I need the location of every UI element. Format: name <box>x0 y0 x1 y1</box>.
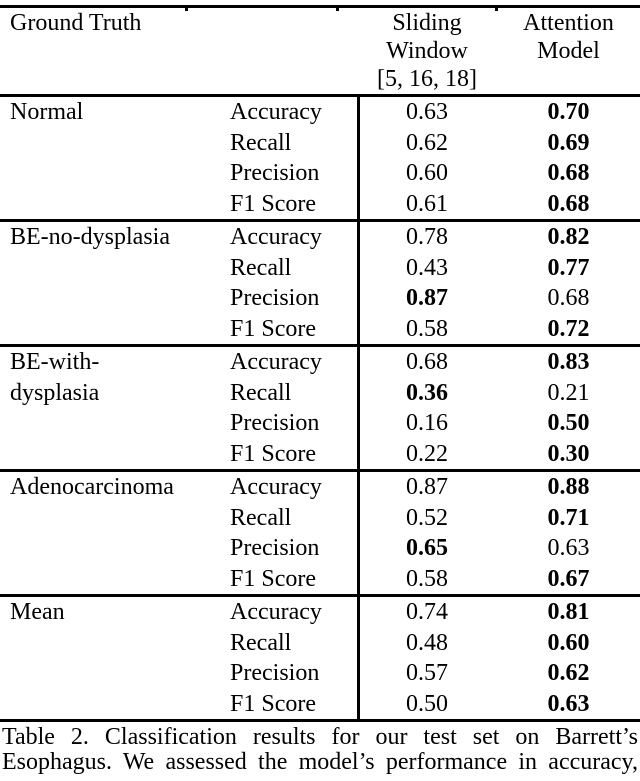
metric-label: F1 Score <box>230 315 316 342</box>
attention-model-value: 0.62 <box>547 660 590 686</box>
sliding-window-value: 0.87 <box>406 285 448 311</box>
attention-model-value: 0.60 <box>547 629 590 656</box>
metric-label: F1 Score <box>230 565 316 592</box>
table-group-mean: Mean Accuracy 0.74 0.81 Recall 0.48 0.60… <box>0 594 640 719</box>
group-label: Normal <box>0 97 230 219</box>
metric-label: F1 Score <box>230 190 316 217</box>
column-rule-remnant <box>185 5 188 11</box>
metric-label: Precision <box>230 285 320 311</box>
metric-label: Accuracy <box>230 599 322 625</box>
attention-model-value: 0.30 <box>547 440 590 467</box>
group-label: Adenocarcinoma <box>0 472 230 594</box>
sliding-window-value: 0.87 <box>406 474 448 500</box>
attention-model-value: 0.69 <box>547 129 590 156</box>
sliding-window-value: 0.43 <box>406 254 448 281</box>
page: { "table": { "header": { "ground_truth":… <box>0 5 640 781</box>
metric-label: Accuracy <box>230 474 322 500</box>
metric-label: Precision <box>230 160 320 186</box>
attention-model-value: 0.81 <box>547 599 590 625</box>
metric-label: Recall <box>230 379 292 406</box>
header-line: Model <box>537 38 600 64</box>
metric-label: Recall <box>230 129 292 156</box>
header-ground-truth: Ground Truth <box>10 10 142 36</box>
metric-label: Accuracy <box>230 349 322 375</box>
sliding-window-value: 0.63 <box>406 99 448 125</box>
group-label-line: BE-no-dysplasia <box>10 224 170 250</box>
attention-model-value: 0.68 <box>547 285 590 311</box>
sliding-window-value: 0.22 <box>406 440 448 467</box>
sliding-window-value: 0.62 <box>406 129 448 156</box>
results-table: Ground Truth Sliding Window [5, 16, 18] … <box>0 5 640 722</box>
group-label-line: Mean <box>10 599 65 625</box>
metric-label: Precision <box>230 410 320 436</box>
attention-model-value: 0.82 <box>547 224 590 250</box>
attention-model-value: 0.72 <box>547 315 590 342</box>
attention-model-value: 0.88 <box>547 474 590 500</box>
attention-model-value: 0.68 <box>547 190 590 217</box>
table-group-adenocarcinoma: Adenocarcinoma Accuracy 0.87 0.88 Recall… <box>0 469 640 594</box>
metric-label: Recall <box>230 629 292 656</box>
attention-model-value: 0.83 <box>547 349 590 375</box>
header-sliding-window: Sliding Window [5, 16, 18] <box>357 9 497 94</box>
header-line: Sliding <box>392 10 462 36</box>
sliding-window-value: 0.16 <box>406 410 448 436</box>
header-attention-model: Attention Model <box>497 9 640 94</box>
table-header-row: Ground Truth Sliding Window [5, 16, 18] … <box>0 8 640 97</box>
table-caption: Table 2. Classification results for our … <box>0 725 640 775</box>
attention-model-value: 0.68 <box>547 160 590 186</box>
table-group-normal: Normal Accuracy 0.63 0.70 Recall 0.62 0.… <box>0 97 640 219</box>
caption-line: Esophagus. We assessed the model’s perfo… <box>2 749 638 775</box>
attention-model-value: 0.63 <box>547 535 590 561</box>
sliding-window-value: 0.60 <box>406 160 448 186</box>
attention-model-value: 0.50 <box>547 410 590 436</box>
header-line: Window <box>386 38 468 64</box>
table-group-be-with-dysplasia: BE-with- dysplasia Accuracy 0.68 0.83 Re… <box>0 344 640 469</box>
sliding-window-value: 0.57 <box>406 660 448 686</box>
group-label-line: Normal <box>10 99 84 125</box>
sliding-window-value: 0.61 <box>406 190 448 217</box>
attention-model-value: 0.70 <box>547 99 590 125</box>
metric-label: Recall <box>230 254 292 281</box>
metric-label: Accuracy <box>230 99 322 125</box>
sliding-window-value: 0.65 <box>406 535 448 561</box>
group-label: BE-with- dysplasia <box>0 347 230 469</box>
header-line: Attention <box>523 10 614 36</box>
group-label: BE-no-dysplasia <box>0 222 230 344</box>
sliding-window-value: 0.58 <box>406 315 448 342</box>
metric-label: Precision <box>230 660 320 686</box>
metric-label: Accuracy <box>230 224 322 250</box>
column-rule-remnant <box>336 5 339 11</box>
sliding-window-value: 0.58 <box>406 565 448 592</box>
column-separator-rule <box>357 94 360 719</box>
attention-model-value: 0.67 <box>547 565 590 592</box>
sliding-window-value: 0.68 <box>406 349 448 375</box>
attention-model-value: 0.63 <box>547 690 590 717</box>
metric-label: Recall <box>230 504 292 531</box>
table-group-be-no-dysplasia: BE-no-dysplasia Accuracy 0.78 0.82 Recal… <box>0 219 640 344</box>
sliding-window-value: 0.74 <box>406 599 448 625</box>
header-line: [5, 16, 18] <box>377 66 477 92</box>
group-label-line: Adenocarcinoma <box>10 474 174 500</box>
sliding-window-value: 0.50 <box>406 690 448 717</box>
sliding-window-value: 0.48 <box>406 629 448 656</box>
caption-line: Table 2. Classification results for our … <box>2 724 638 750</box>
attention-model-value: 0.71 <box>547 504 590 531</box>
group-label-line: BE-with- <box>10 349 100 375</box>
metric-label: F1 Score <box>230 690 316 717</box>
metric-label: F1 Score <box>230 440 316 467</box>
column-rule-remnant <box>495 5 498 11</box>
metric-label: Precision <box>230 535 320 561</box>
group-label: Mean <box>0 597 230 719</box>
group-label-line: dysplasia <box>10 379 100 406</box>
sliding-window-value: 0.78 <box>406 224 448 250</box>
attention-model-value: 0.21 <box>547 379 590 406</box>
sliding-window-value: 0.52 <box>406 504 448 531</box>
attention-model-value: 0.77 <box>547 254 590 281</box>
sliding-window-value: 0.36 <box>406 379 448 406</box>
